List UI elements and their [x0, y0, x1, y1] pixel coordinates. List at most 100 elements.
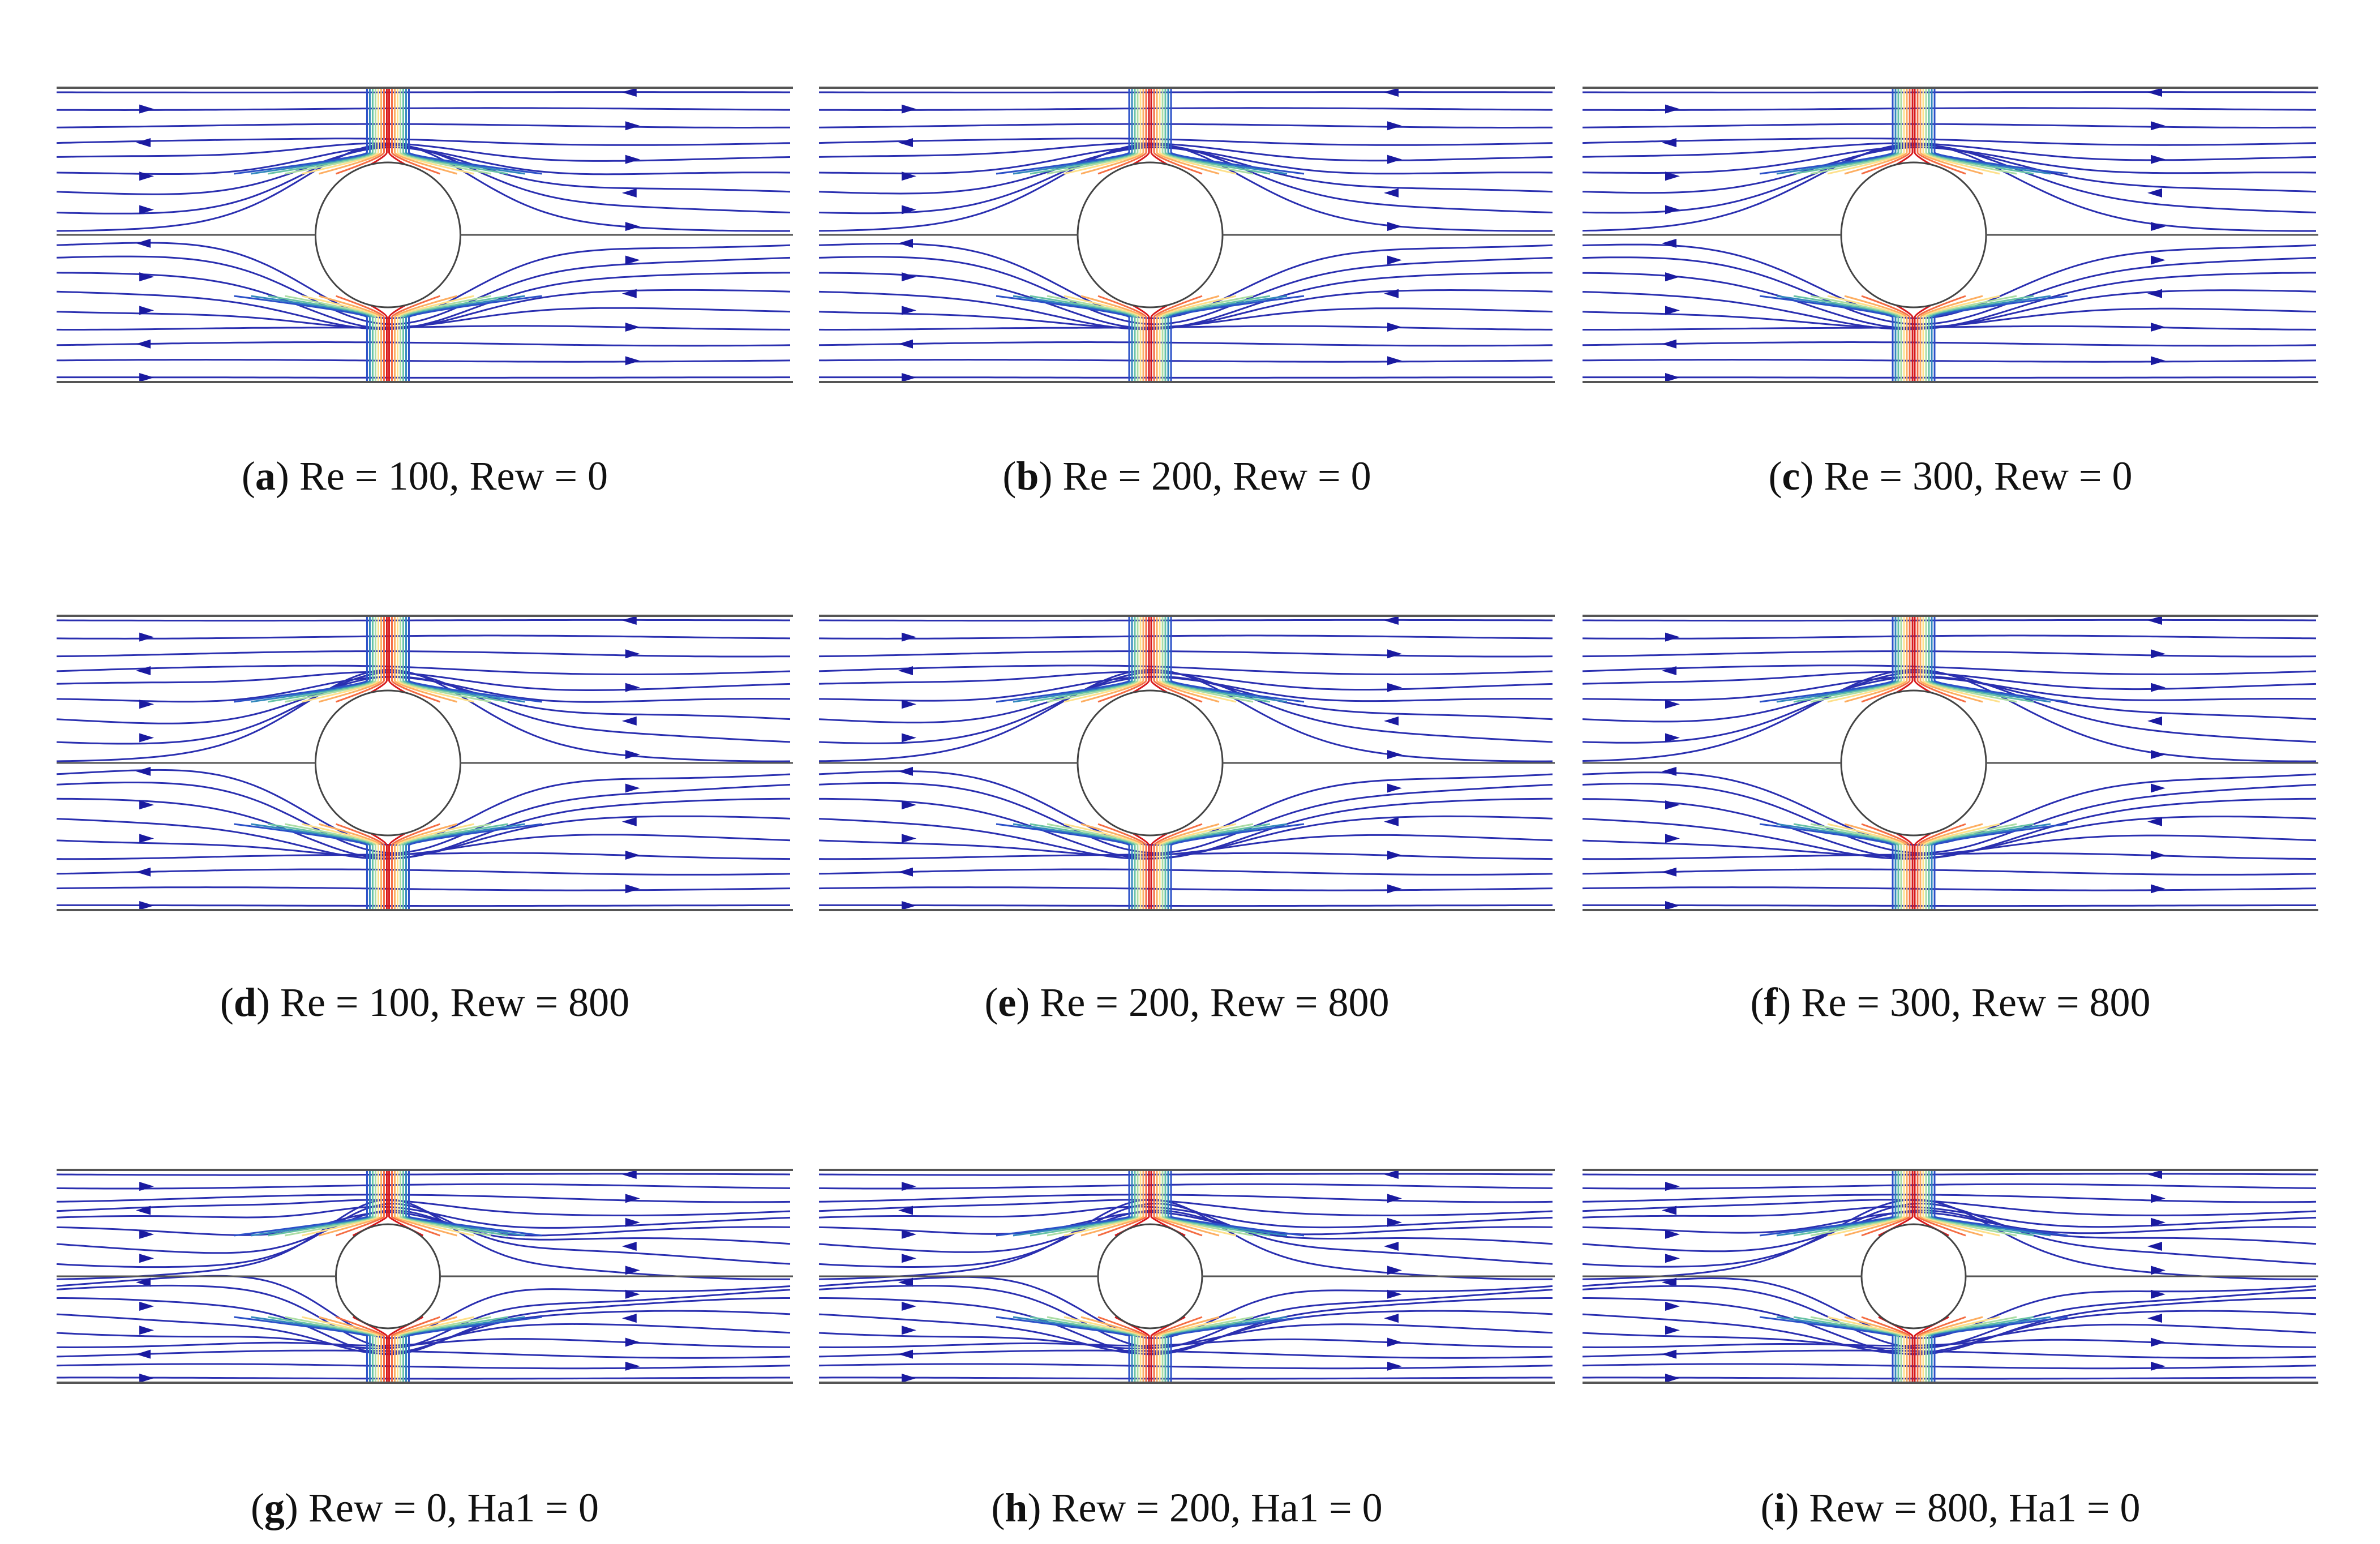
jet-line	[1861, 823, 1911, 910]
arrow	[621, 716, 637, 726]
jet-line	[1810, 1170, 1902, 1237]
jet-line	[1013, 295, 1133, 382]
arrow	[1665, 1254, 1680, 1263]
caption-part: ) Re = 300, Rew = 800	[1777, 980, 2150, 1025]
jet-line	[1925, 88, 2017, 175]
jet-line	[402, 1170, 508, 1237]
jet-line	[402, 295, 508, 382]
caption: (g) Rew = 0, Ha1 = 0	[251, 1485, 599, 1530]
streamline	[1582, 675, 2317, 723]
arrow	[1387, 1217, 1402, 1227]
cylinder	[335, 1223, 441, 1329]
jet-line	[335, 1170, 385, 1237]
streamline	[56, 1210, 791, 1254]
jet-line	[1167, 1170, 1288, 1237]
jet-line	[1922, 1316, 2000, 1383]
streamline	[56, 341, 791, 347]
jet-line	[391, 1170, 440, 1237]
streamline	[818, 886, 1553, 891]
jet-line	[1013, 823, 1133, 910]
jet-line	[251, 295, 371, 382]
arrow	[2151, 683, 2165, 692]
jet-line	[1159, 616, 1237, 703]
streamline	[818, 256, 1553, 325]
caption-part: (	[1750, 980, 1764, 1025]
arrow	[2151, 255, 2165, 265]
streamline	[1582, 1183, 2317, 1190]
arrow	[1384, 88, 1399, 97]
streamline	[56, 668, 791, 762]
jet-line	[391, 1316, 440, 1383]
caption: (b) Re = 200, Rew = 0	[1002, 453, 1371, 499]
arrow	[1665, 800, 1680, 810]
jet-line	[408, 616, 542, 703]
jet-line	[1793, 1170, 1899, 1237]
jet-line	[1170, 1316, 1305, 1383]
caption-part: f	[1764, 980, 1778, 1025]
streamline	[1582, 676, 2317, 701]
arrow	[902, 373, 916, 382]
arrow	[1387, 683, 1402, 692]
jet-line	[1861, 1316, 1911, 1383]
arrow	[1662, 766, 1676, 776]
jet-line	[335, 295, 385, 382]
jet-line	[1827, 1170, 1905, 1237]
jet-line	[1167, 295, 1288, 382]
streamline	[819, 904, 1553, 907]
jet-line	[399, 88, 491, 175]
jet-line	[1161, 295, 1254, 382]
jet-line	[396, 616, 474, 703]
caption: (h) Rew = 200, Ha1 = 0	[991, 1485, 1382, 1530]
jet-line	[268, 616, 374, 703]
jet-line	[1164, 823, 1271, 910]
arrow	[1662, 1206, 1676, 1215]
arrow	[1387, 783, 1402, 793]
jet-line	[1827, 295, 1905, 382]
arrow	[139, 632, 155, 642]
panel: (g) Rew = 0, Ha1 = 0	[56, 1169, 793, 1530]
arrow	[621, 817, 637, 826]
jet-line	[1030, 295, 1136, 382]
arrow	[1662, 1349, 1676, 1359]
streamline	[1582, 144, 2317, 214]
jet-line	[391, 295, 440, 382]
arrow	[139, 171, 155, 181]
jet-line	[1928, 88, 2034, 175]
jet-line	[1153, 823, 1203, 910]
jet-line	[1161, 1316, 1254, 1383]
arrow	[902, 1301, 916, 1311]
streamline	[818, 138, 1553, 146]
jet-line	[408, 823, 542, 910]
jet-line	[251, 88, 371, 175]
arrow	[625, 683, 640, 692]
jet-line	[1919, 823, 1983, 910]
streamline	[818, 1173, 1553, 1176]
arrow	[1387, 155, 1402, 164]
arrow	[898, 1206, 913, 1215]
jet-line	[1827, 616, 1905, 703]
jet-line	[1933, 88, 2068, 175]
arrow	[2151, 851, 2165, 860]
jet-line	[1156, 88, 1220, 175]
cylinder	[1097, 1223, 1203, 1329]
arrow	[625, 1337, 640, 1347]
jet-line	[302, 88, 379, 175]
arrow	[625, 255, 640, 265]
streamline	[1582, 782, 2317, 854]
jet-line	[285, 616, 376, 703]
jet-line	[1159, 1170, 1237, 1237]
jet-line	[1759, 88, 1894, 175]
jet-line	[1161, 88, 1254, 175]
arrow	[2147, 1242, 2162, 1251]
streamline	[56, 1173, 791, 1176]
jet-line	[1153, 1170, 1203, 1237]
arrow	[1665, 306, 1680, 315]
jet-line	[1922, 616, 2000, 703]
streamline	[1582, 1210, 2317, 1253]
jet-line	[1919, 88, 1983, 175]
jet-line	[1156, 1316, 1220, 1383]
caption-part: ) Re = 300, Rew = 0	[1800, 453, 2132, 499]
arrow	[621, 1242, 637, 1251]
jet-line	[393, 88, 457, 175]
arrow	[2151, 1289, 2165, 1299]
